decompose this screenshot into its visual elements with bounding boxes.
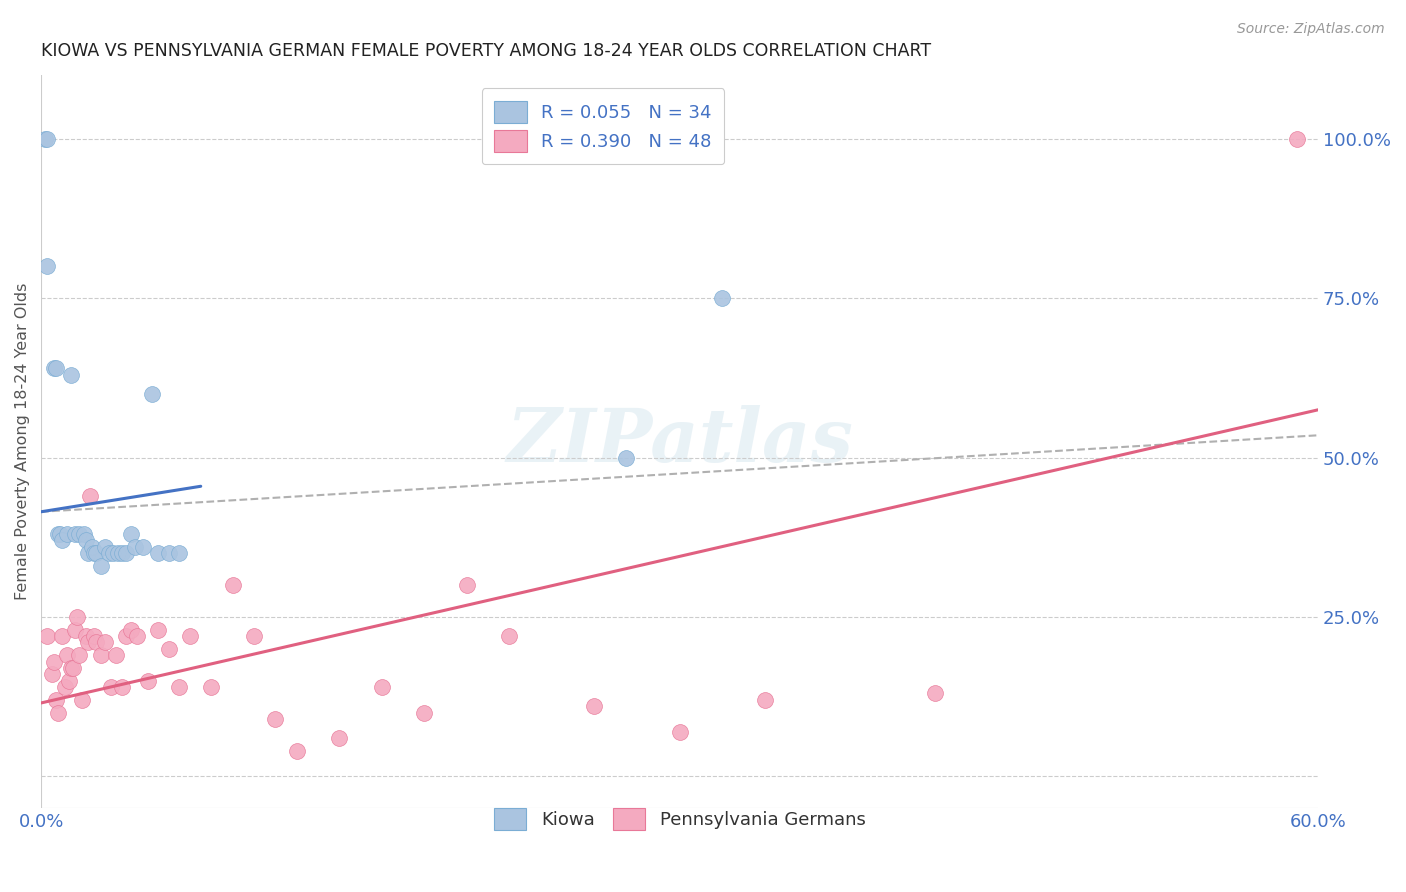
Point — [125, 629, 148, 643]
Point — [328, 731, 350, 745]
Point — [46, 706, 69, 720]
Point — [63, 527, 86, 541]
Point — [413, 706, 436, 720]
Point — [55, 527, 77, 541]
Point — [111, 680, 134, 694]
Point — [63, 623, 86, 637]
Point — [115, 546, 138, 560]
Point — [42, 655, 65, 669]
Point — [77, 546, 100, 560]
Point — [169, 680, 191, 694]
Y-axis label: Female Poverty Among 18-24 Year Olds: Female Poverty Among 18-24 Year Olds — [15, 283, 30, 600]
Point — [456, 578, 478, 592]
Point — [46, 527, 69, 541]
Point — [146, 546, 169, 560]
Point — [67, 648, 90, 662]
Point — [98, 546, 121, 560]
Point — [100, 680, 122, 694]
Point — [79, 489, 101, 503]
Point — [90, 648, 112, 662]
Point — [59, 661, 82, 675]
Point — [70, 692, 93, 706]
Point — [285, 744, 308, 758]
Point — [711, 291, 734, 305]
Point — [58, 673, 80, 688]
Point — [41, 667, 63, 681]
Point — [107, 546, 129, 560]
Point — [42, 361, 65, 376]
Point — [169, 546, 191, 560]
Point — [103, 546, 125, 560]
Point — [115, 629, 138, 643]
Point — [83, 629, 105, 643]
Point — [668, 724, 690, 739]
Point — [498, 629, 520, 643]
Point — [82, 540, 104, 554]
Point — [111, 546, 134, 560]
Point — [157, 641, 180, 656]
Point — [49, 527, 72, 541]
Text: KIOWA VS PENNSYLVANIA GERMAN FEMALE POVERTY AMONG 18-24 YEAR OLDS CORRELATION CH: KIOWA VS PENNSYLVANIA GERMAN FEMALE POVE… — [41, 42, 931, 60]
Point — [104, 648, 127, 662]
Point — [124, 540, 146, 554]
Point — [37, 132, 59, 146]
Point — [243, 629, 266, 643]
Point — [86, 546, 108, 560]
Point — [120, 527, 142, 541]
Point — [616, 450, 638, 465]
Point — [51, 533, 73, 548]
Point — [66, 610, 89, 624]
Point — [86, 635, 108, 649]
Point — [136, 673, 159, 688]
Point — [45, 361, 67, 376]
Point — [37, 260, 59, 274]
Point — [132, 540, 155, 554]
Point — [83, 546, 105, 560]
Point — [157, 546, 180, 560]
Point — [924, 686, 946, 700]
Text: Source: ZipAtlas.com: Source: ZipAtlas.com — [1237, 22, 1385, 37]
Point — [75, 533, 97, 548]
Point — [51, 629, 73, 643]
Point — [141, 387, 163, 401]
Point — [179, 629, 201, 643]
Point — [1285, 132, 1308, 146]
Point — [55, 648, 77, 662]
Point — [34, 132, 56, 146]
Point — [73, 527, 96, 541]
Point — [45, 692, 67, 706]
Point — [200, 680, 222, 694]
Legend: Kiowa, Pennsylvania Germans: Kiowa, Pennsylvania Germans — [485, 799, 875, 839]
Point — [221, 578, 243, 592]
Point — [264, 712, 287, 726]
Point — [53, 680, 76, 694]
Point — [94, 635, 117, 649]
Point — [94, 540, 117, 554]
Point — [62, 661, 84, 675]
Point — [370, 680, 392, 694]
Point — [75, 629, 97, 643]
Point — [77, 635, 100, 649]
Point — [120, 623, 142, 637]
Point — [37, 629, 59, 643]
Point — [90, 558, 112, 573]
Point — [754, 692, 776, 706]
Point — [146, 623, 169, 637]
Point — [67, 527, 90, 541]
Point — [59, 368, 82, 382]
Point — [583, 699, 606, 714]
Text: ZIPatlas: ZIPatlas — [506, 405, 853, 478]
